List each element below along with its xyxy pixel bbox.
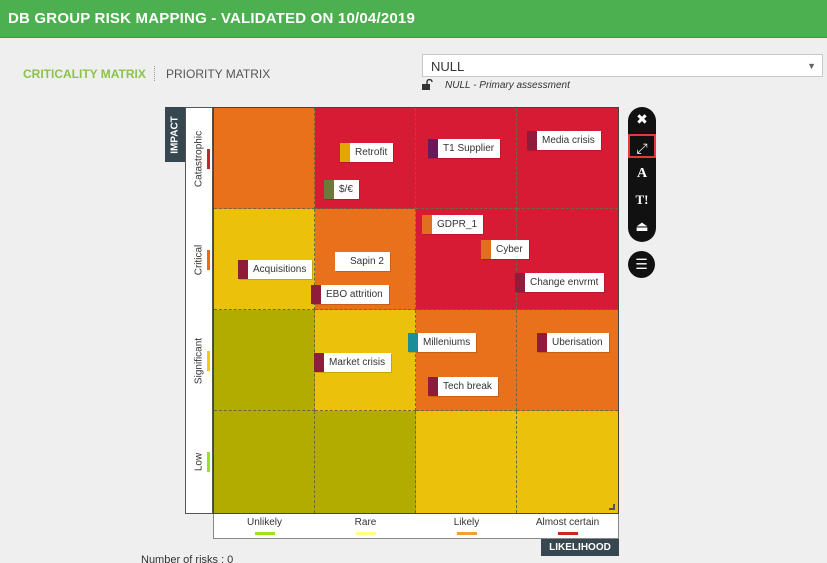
risk-label[interactable]: Media crisis <box>527 131 601 150</box>
export-icon[interactable]: ⏏ <box>635 218 649 234</box>
legend-icon[interactable]: ☰ <box>628 251 655 278</box>
likelihood-color-marker <box>457 532 477 535</box>
assessment-select[interactable]: NULL ▼ <box>422 54 823 77</box>
risk-color-swatch <box>408 333 418 352</box>
risk-color-swatch <box>481 240 491 259</box>
likelihood-color-marker <box>356 532 376 535</box>
risk-color-swatch <box>422 215 432 234</box>
risk-color-swatch <box>537 333 547 352</box>
risk-label[interactable]: Market crisis <box>314 353 392 372</box>
risk-label[interactable]: Retrofit <box>340 143 394 162</box>
matrix-cell <box>214 310 315 411</box>
matrix-toolbar: ✖ ⤢ A T! ⏏ <box>628 107 656 242</box>
risk-color-swatch <box>335 252 345 271</box>
assessment-subtitle: NULL - Primary assessment <box>445 80 570 91</box>
impact-axis-title: IMPACT <box>165 107 185 162</box>
risk-label[interactable]: T1 Supplier <box>428 139 501 158</box>
risk-label[interactable]: GDPR_1 <box>422 215 484 234</box>
likelihood-color-marker <box>255 532 275 535</box>
unlock-icon[interactable] <box>421 79 433 91</box>
matrix-cell <box>416 411 517 513</box>
likelihood-axis: Unlikely Rare Likely Almost certain <box>213 514 619 539</box>
risk-matrix-grid <box>213 107 619 514</box>
tab-priority-matrix[interactable]: PRIORITY MATRIX <box>166 67 271 81</box>
risk-color-swatch <box>311 285 321 304</box>
matrix-cell <box>214 411 315 513</box>
assessment-select-value: NULL <box>431 59 465 74</box>
tab-divider <box>154 66 155 81</box>
matrix-cell <box>517 108 618 209</box>
matrix-cell <box>214 108 315 209</box>
risk-label[interactable]: Milleniums <box>408 333 477 352</box>
matrix-cell <box>315 411 416 513</box>
likelihood-level-almost-certain: Almost certain <box>535 517 600 528</box>
likelihood-level-unlikely: Unlikely <box>246 517 282 528</box>
risk-label[interactable]: Acquisitions <box>238 260 313 279</box>
risk-color-swatch <box>428 377 438 396</box>
risk-color-swatch <box>314 353 324 372</box>
risk-label[interactable]: $/€ <box>324 180 359 199</box>
font-icon[interactable]: A <box>636 166 648 181</box>
app-header: DB GROUP RISK MAPPING - VALIDATED ON 10/… <box>0 0 827 38</box>
impact-level-significant: Significant <box>186 310 214 411</box>
impact-color-marker <box>207 149 210 169</box>
page-title: DB GROUP RISK MAPPING - VALIDATED ON 10/… <box>8 10 415 27</box>
chevron-down-icon: ▼ <box>807 61 816 71</box>
matrix-cell <box>214 209 315 310</box>
likelihood-level-likely: Likely <box>453 517 480 528</box>
matrix-cell <box>416 108 517 209</box>
risk-color-swatch <box>527 131 537 150</box>
risk-label[interactable]: Uberisation <box>537 333 609 352</box>
risk-label[interactable]: Sapin 2 <box>335 252 390 271</box>
risk-label[interactable]: Tech break <box>428 377 498 396</box>
impact-color-marker <box>207 250 210 270</box>
impact-axis: Catastrophic Critical Significant Low <box>185 107 213 514</box>
matrix-cell <box>517 310 618 411</box>
risk-label[interactable]: EBO attrition <box>311 285 389 304</box>
matrix-cell <box>517 209 618 310</box>
impact-color-marker <box>207 351 210 371</box>
resize-grip-icon[interactable] <box>609 504 615 510</box>
risk-count: Number of risks : 0 <box>141 554 234 563</box>
risk-color-swatch <box>238 260 248 279</box>
impact-level-low: Low <box>186 411 214 512</box>
risk-color-swatch <box>515 273 525 292</box>
risk-color-swatch <box>324 180 334 199</box>
likelihood-level-rare: Rare <box>354 517 377 528</box>
tab-criticality-matrix[interactable]: CRITICALITY MATRIX <box>23 67 146 81</box>
expand-icon[interactable]: ⤢ <box>628 134 656 158</box>
risk-label[interactable]: Change envrmt <box>515 273 605 292</box>
risk-label[interactable]: Cyber <box>481 240 529 259</box>
risk-color-swatch <box>428 139 438 158</box>
text-size-icon[interactable]: T! <box>635 192 649 207</box>
close-icon[interactable]: ✖ <box>636 111 648 127</box>
matrix-cell <box>517 411 618 513</box>
likelihood-axis-title: LIKELIHOOD <box>541 539 619 556</box>
impact-color-marker <box>207 452 210 472</box>
impact-level-catastrophic: Catastrophic <box>186 108 214 209</box>
impact-level-critical: Critical <box>186 209 214 310</box>
likelihood-color-marker <box>558 532 578 535</box>
risk-color-swatch <box>340 143 350 162</box>
